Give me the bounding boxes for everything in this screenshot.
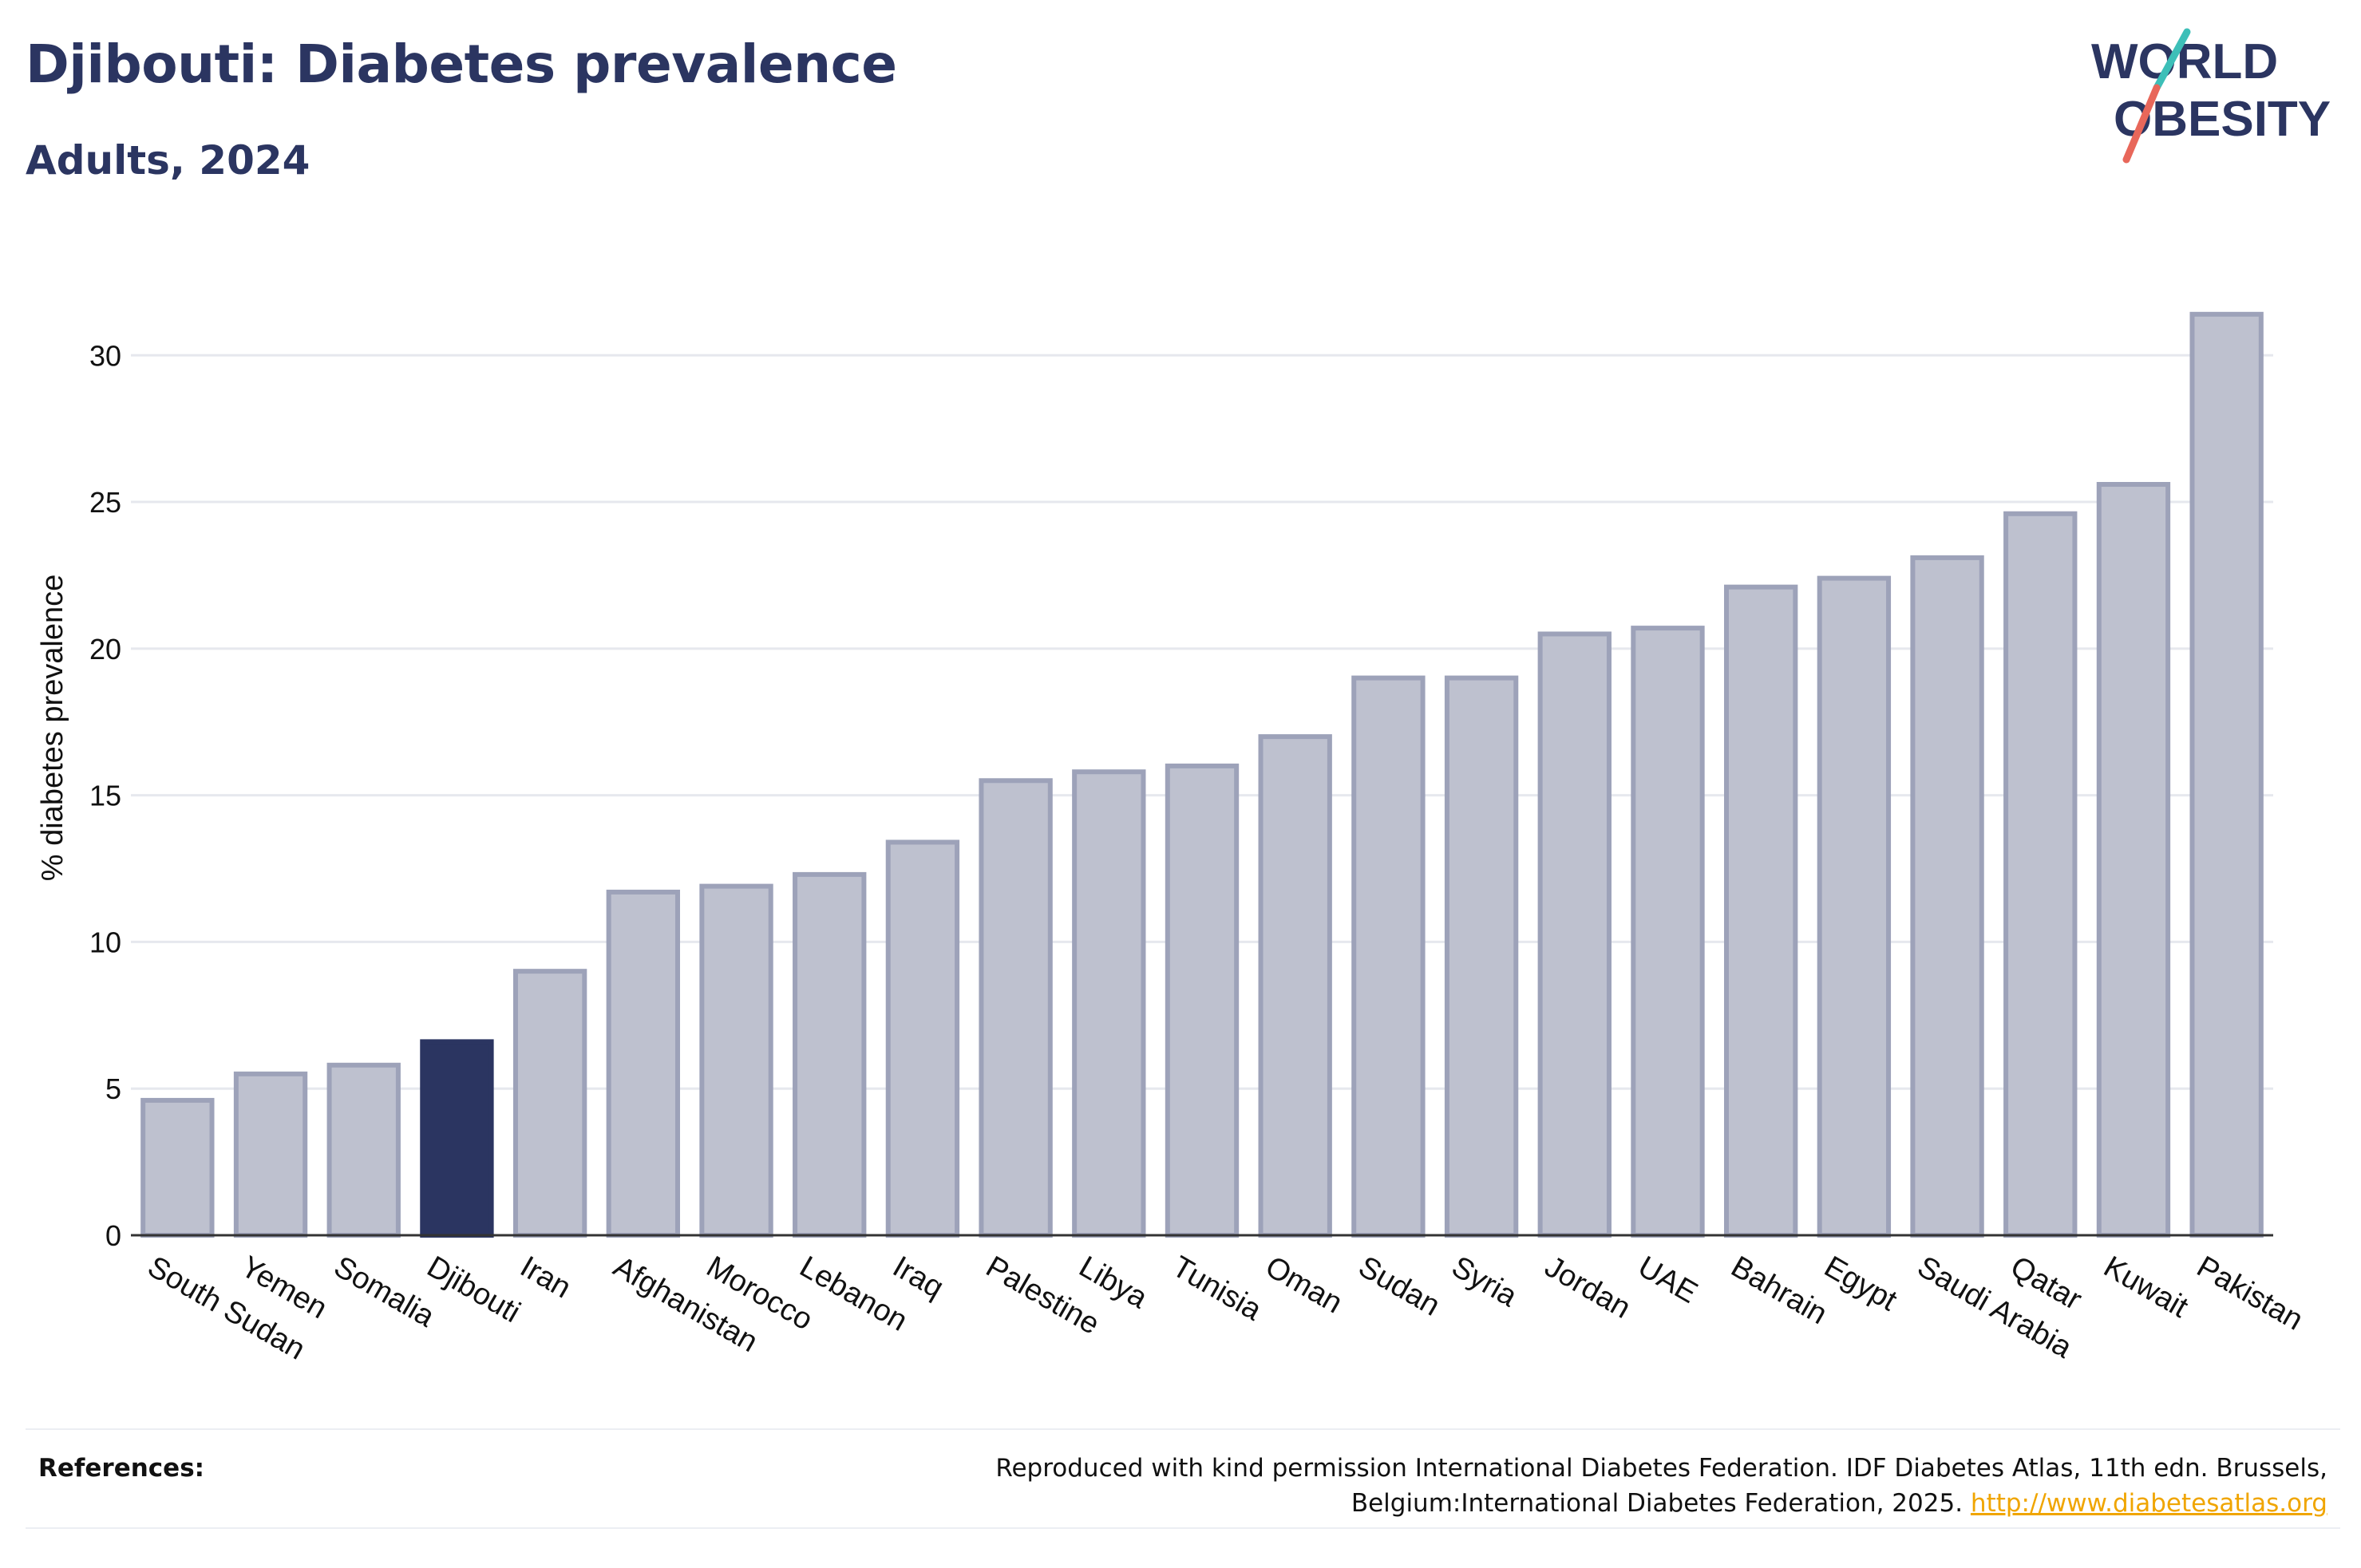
bar-bahrain	[1723, 584, 1798, 1238]
bar-libya	[1072, 769, 1146, 1238]
x-tick-label: Somalia	[328, 1250, 441, 1333]
y-tick-label: 15	[89, 780, 121, 812]
bar-sudan	[1351, 675, 1426, 1238]
x-tick-label: Egypt	[1818, 1250, 1903, 1317]
bar-pakistan	[2189, 311, 2264, 1238]
x-tick-label: Lebanon	[794, 1250, 913, 1337]
x-tick-label: UAE	[1632, 1250, 1703, 1309]
logo-slash-bottom	[2122, 84, 2161, 164]
x-tick-label: Iran	[515, 1250, 577, 1305]
y-tick-label: 0	[105, 1219, 121, 1252]
x-tick-label: Syria	[1446, 1250, 1524, 1313]
bar-yemen	[233, 1071, 308, 1238]
y-tick-label: 30	[89, 339, 121, 372]
y-tick-label: 25	[89, 486, 121, 519]
chart-subtitle: Adults, 2024	[26, 137, 310, 184]
bar-palestine	[979, 778, 1053, 1238]
bar-djibouti	[420, 1039, 494, 1238]
y-axis-label: % diabetes prevalence	[36, 575, 69, 881]
bar-somalia	[326, 1062, 401, 1238]
bar-tunisia	[1165, 763, 1240, 1238]
bar-saudi-arabia	[1910, 555, 1984, 1238]
bar-afghanistan	[606, 889, 681, 1238]
bar-uae	[1631, 626, 1705, 1238]
world-obesity-logo: WORLD OBESITY	[2091, 28, 2331, 164]
bars	[140, 311, 2264, 1238]
references-text: Reproduced with kind permission Internat…	[731, 1451, 2327, 1521]
bar-iraq	[885, 839, 960, 1238]
bar-syria	[1444, 675, 1519, 1238]
x-tick-label: Iraq	[887, 1250, 949, 1305]
bar-iran	[512, 969, 587, 1238]
y-tick-label: 10	[89, 926, 121, 958]
x-tick-label: Pakistan	[2191, 1250, 2308, 1337]
bar-oman	[1258, 734, 1332, 1238]
y-tick-label: 20	[89, 633, 121, 666]
x-tick-label: Tunisia	[1167, 1250, 1268, 1327]
x-tick-label: Sudan	[1353, 1250, 1445, 1322]
x-tick-label: Jordan	[1539, 1250, 1636, 1325]
y-tick-label: 5	[105, 1072, 121, 1105]
bar-morocco	[699, 883, 773, 1238]
chart-title: Djibouti: Diabetes prevalence	[26, 34, 897, 95]
references-citation: Reproduced with kind permission Internat…	[995, 1454, 2327, 1518]
bar-lebanon	[793, 871, 867, 1238]
references-label: References:	[38, 1454, 205, 1483]
bar-jordan	[1537, 631, 1612, 1238]
y-tick-labels: 0 5 10 15 20 25 30	[89, 339, 121, 1252]
bar-egypt	[1817, 575, 1892, 1238]
x-tick-label: Oman	[1260, 1250, 1348, 1320]
references-link[interactable]: http://www.diabetesatlas.org	[1970, 1489, 2327, 1518]
bar-kuwait	[2096, 482, 2171, 1238]
bar-qatar	[2003, 511, 2078, 1238]
references-panel: References: Reproduced with kind permiss…	[26, 1428, 2340, 1529]
bar-chart: 0 5 10 15 20 25 30 South SudanYemenSomaliaDjib…	[36, 311, 2309, 1367]
x-tick-label: Kuwait	[2098, 1250, 2193, 1325]
logo-slash-top	[2153, 28, 2191, 92]
x-tick-label: Djibouti	[421, 1250, 526, 1329]
x-tick-label: Bahrain	[1726, 1250, 1833, 1331]
bar-south-sudan	[140, 1097, 215, 1238]
x-tick-label: South Sudan	[142, 1250, 310, 1366]
